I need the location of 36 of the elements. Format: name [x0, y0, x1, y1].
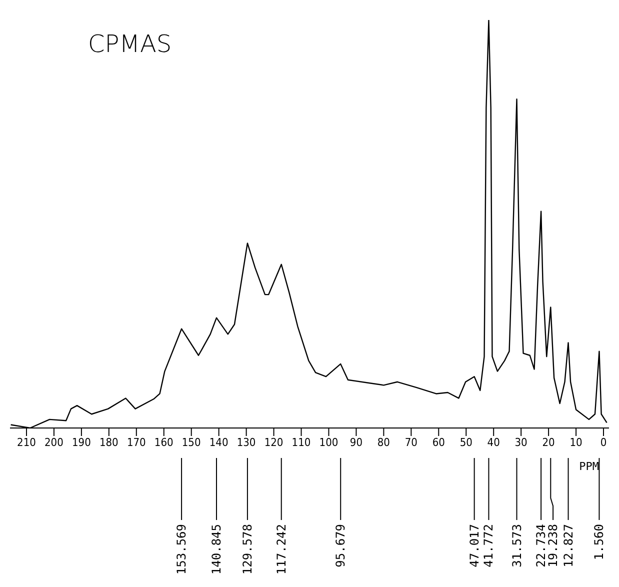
annotation: 140.845 [210, 524, 224, 575]
annotation: 129.578 [240, 524, 254, 575]
annotation: 31.573 [510, 524, 524, 568]
x-tick-label: 10 [570, 436, 582, 449]
x-tick-label: 180 [99, 436, 118, 449]
x-tick-label: 130 [236, 436, 256, 449]
annotation: 12.827 [561, 524, 576, 568]
x-tick-label: 0 [600, 436, 607, 449]
x-tick-label: 200 [44, 436, 64, 449]
x-tick-label: 80 [377, 436, 390, 449]
x-tick-label: 210 [17, 436, 36, 449]
x-tick-label: 60 [432, 436, 445, 449]
x-tick-label: 100 [319, 436, 338, 449]
x-tick-label: 190 [72, 436, 91, 449]
x-tick-label: 40 [487, 436, 500, 449]
x-tick-label: 90 [350, 436, 363, 449]
annotation: 47.017 [467, 524, 482, 568]
annotation: 41.772 [482, 524, 496, 568]
annotation: 117.242 [274, 524, 288, 575]
annotation: 1.560 [592, 524, 606, 560]
x-axis-title: PPM [579, 460, 599, 473]
x-tick-label: 70 [404, 436, 418, 449]
x-tick-label: 20 [542, 436, 555, 449]
x-tick-label: 110 [292, 436, 311, 449]
annotation: 95.679 [334, 524, 348, 568]
x-tick-label: 150 [182, 436, 201, 449]
x-tick-label: 140 [209, 436, 228, 449]
x-tick-label: 160 [154, 436, 174, 449]
x-tick-label: 50 [460, 436, 472, 449]
annotation: 22.734 [534, 524, 548, 568]
annotation: 19.238 [546, 524, 560, 568]
x-tick-label: 170 [126, 436, 146, 449]
annotation: 153.569 [174, 524, 189, 575]
chart-title: CPMAS [88, 30, 172, 58]
x-tick-label: 120 [264, 436, 284, 449]
x-tick-label: 30 [514, 436, 528, 449]
